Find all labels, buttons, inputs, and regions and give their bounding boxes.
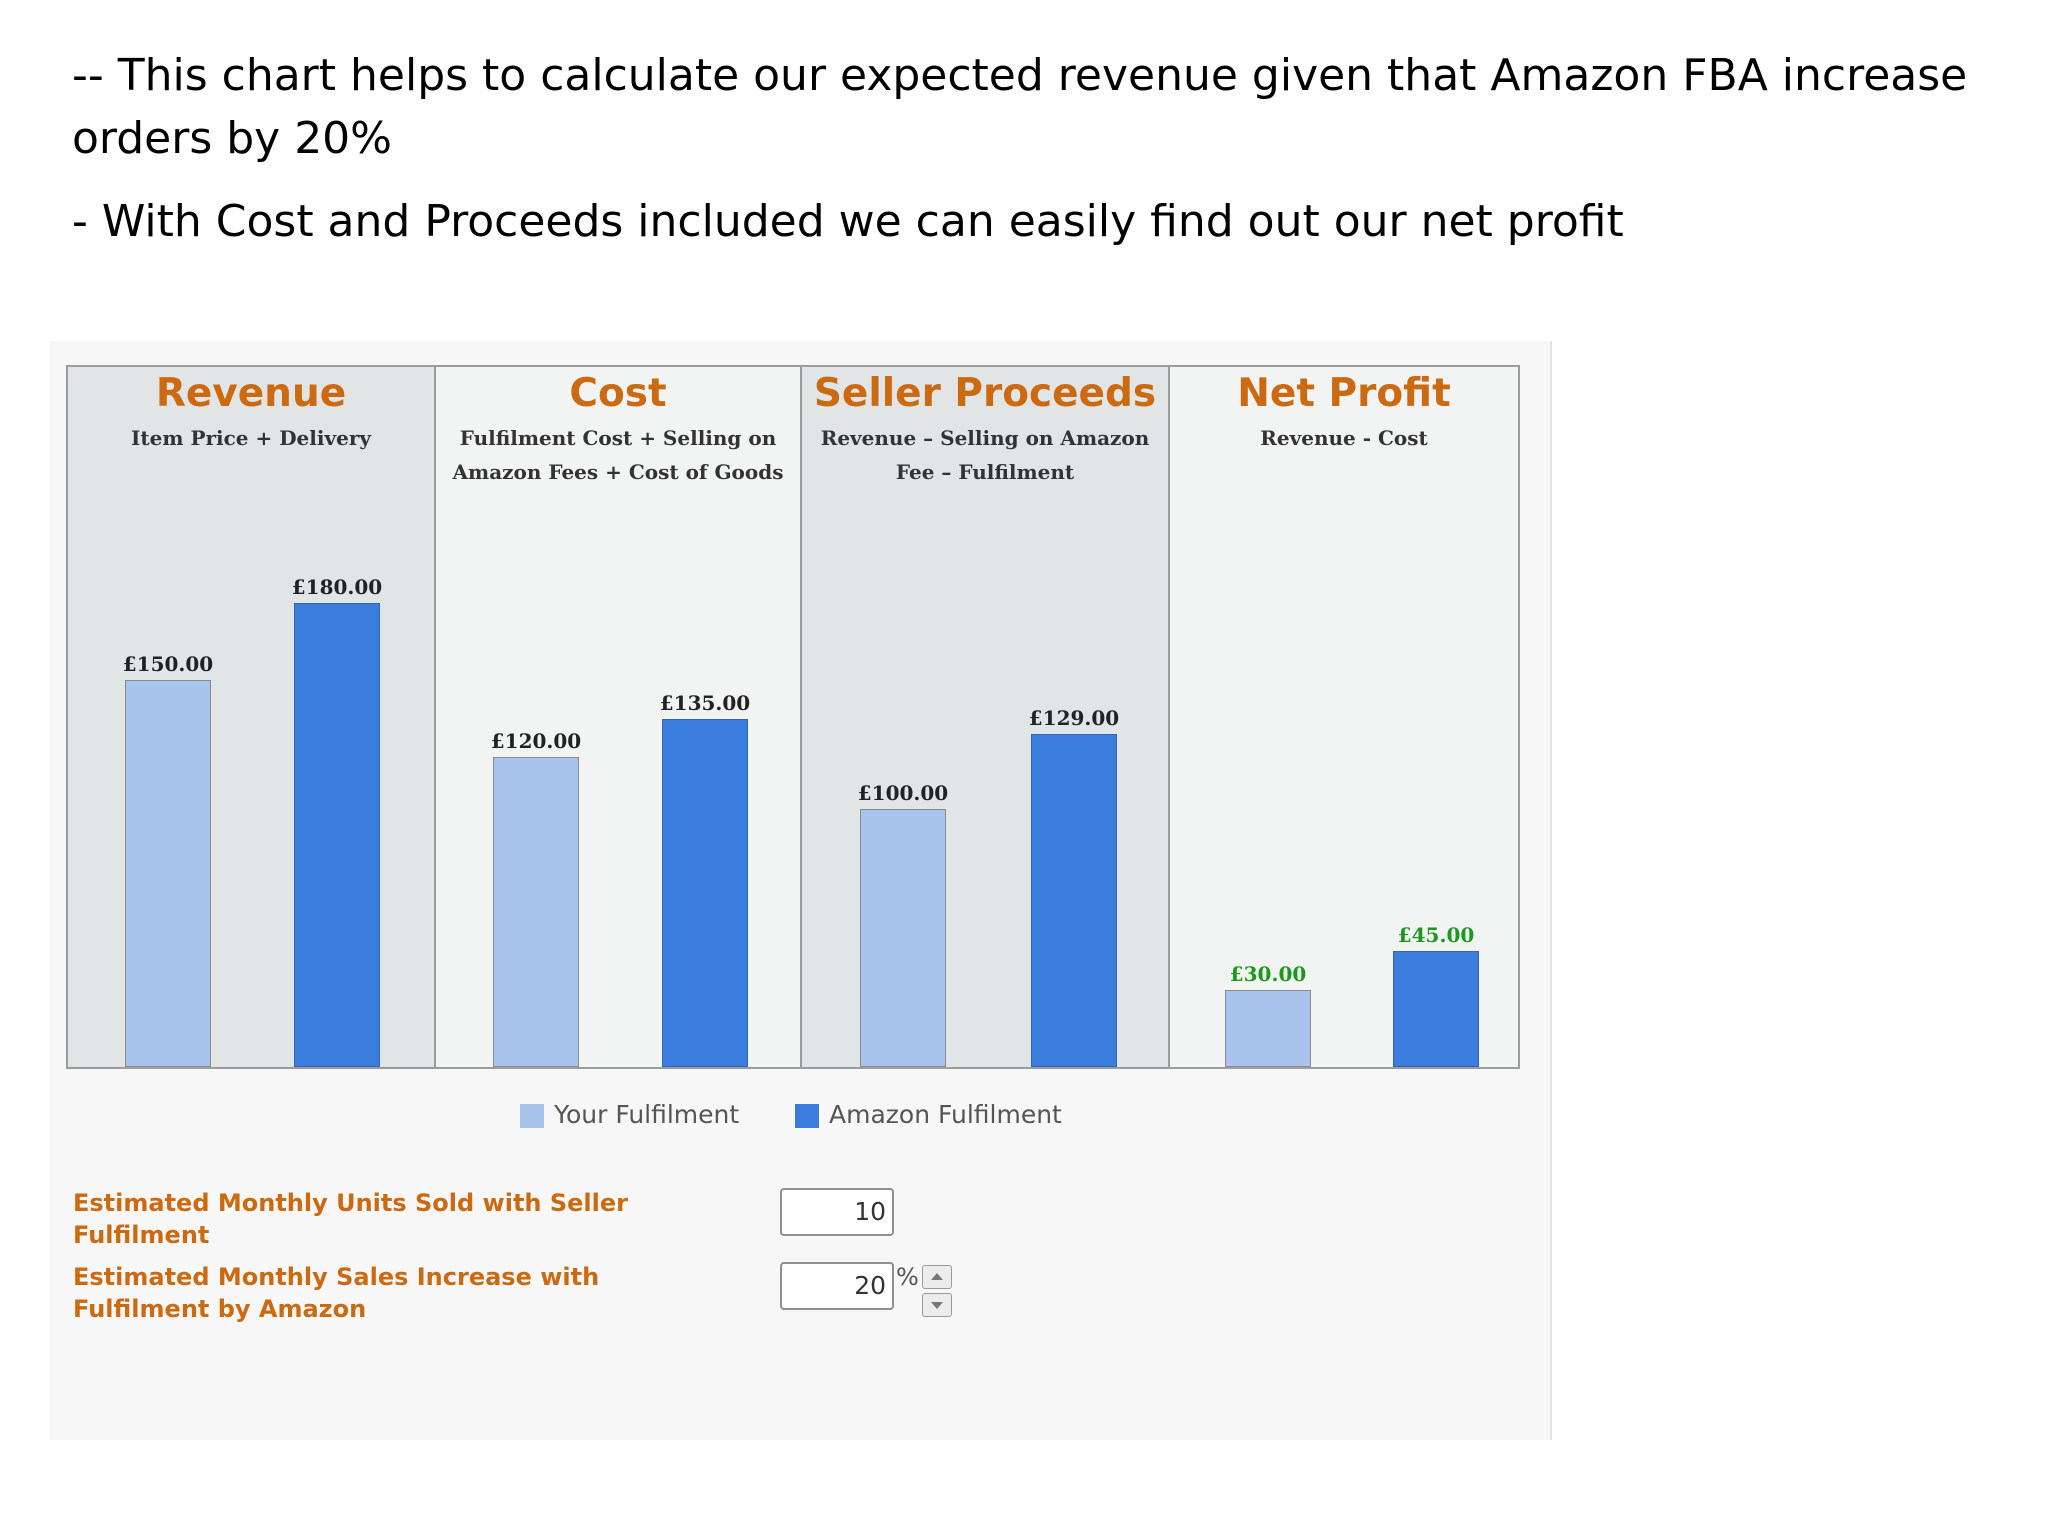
- section-seller-proceeds: Seller Proceeds Revenue – Selling on Amaz…: [800, 367, 1168, 1067]
- section-title-net-profit: Net Profit: [1237, 371, 1451, 416]
- slide-notes: -- This chart helps to calculate our exp…: [72, 44, 1972, 253]
- section-subtitle-seller-proceeds: Revenue – Selling on Amazon Fee – Fulfil…: [820, 426, 1150, 484]
- section-title-cost: Cost: [569, 371, 667, 416]
- bar-net-profit-your-fulfilment: [1225, 989, 1311, 1067]
- fba-calculator-panel: Revenue Item Price + Delivery £150.00 £180.…: [50, 341, 1552, 1440]
- value-label-net-profit-your-fulfilment: £30.00: [1229, 961, 1307, 986]
- bar-seller-proceeds-your-fulfilment: [860, 809, 946, 1067]
- arrow-up-icon: [931, 1273, 943, 1280]
- sales-increase-input[interactable]: 20: [780, 1262, 894, 1310]
- legend-swatch-your-fulfilment: [520, 1104, 544, 1128]
- section-title-seller-proceeds: Seller Proceeds: [813, 371, 1157, 416]
- sales-increase-label: Estimated Monthly Sales Increase with Fu…: [73, 1263, 600, 1323]
- legend-label-amazon-fulfilment: Amazon Fulfilment: [829, 1100, 1062, 1129]
- bar-net-profit-amazon-fulfilment: [1393, 950, 1479, 1067]
- value-label-seller-proceeds-amazon-fulfilment: £129.00: [1028, 706, 1120, 731]
- bar-revenue-your-fulfilment: [125, 680, 211, 1067]
- value-label-cost-amazon-fulfilment: £135.00: [659, 690, 751, 715]
- bar-seller-proceeds-amazon-fulfilment: [1031, 734, 1117, 1067]
- decrement-button[interactable]: [922, 1293, 952, 1317]
- legend-swatch-amazon-fulfilment: [795, 1104, 819, 1128]
- increment-button[interactable]: [922, 1265, 952, 1289]
- value-label-net-profit-amazon-fulfilment: £45.00: [1397, 922, 1475, 947]
- section-subtitle-revenue: Item Price + Delivery: [131, 426, 371, 450]
- value-label-revenue-your-fulfilment: £150.00: [122, 652, 214, 676]
- units-sold-input[interactable]: 10: [780, 1188, 894, 1236]
- units-sold-label: Estimated Monthly Units Sold with Seller…: [73, 1189, 628, 1249]
- section-subtitle-cost: Fulfilment Cost + Selling on Amazon Fees…: [452, 426, 784, 484]
- section-title-revenue: Revenue: [155, 371, 347, 416]
- comparison-bar-chart: Revenue Item Price + Delivery £150.00 £180.…: [66, 365, 1520, 1069]
- bar-revenue-amazon-fulfilment: [294, 602, 380, 1067]
- value-label-cost-your-fulfilment: £120.00: [490, 729, 582, 754]
- section-subtitle-net-profit: Revenue - Cost: [1260, 426, 1428, 450]
- section-cost: Cost Fulfilment Cost + Selling on Amazon …: [434, 367, 800, 1067]
- arrow-down-icon: [931, 1302, 943, 1309]
- value-label-seller-proceeds-your-fulfilment: £100.00: [857, 781, 949, 805]
- percent-sign: %: [896, 1263, 919, 1291]
- note-line-2: - With Cost and Proceeds included we can…: [72, 196, 1624, 247]
- bar-cost-your-fulfilment: [493, 757, 579, 1067]
- value-label-revenue-amazon-fulfilment: £180.00: [291, 574, 383, 599]
- section-revenue: Revenue Item Price + Delivery £150.00 £180.…: [68, 367, 434, 1067]
- legend-label-your-fulfilment: Your Fulfilment: [554, 1100, 740, 1129]
- section-net-profit: Net Profit Revenue - Cost £30.00 £45.00: [1168, 367, 1518, 1067]
- bar-cost-amazon-fulfilment: [662, 718, 748, 1067]
- note-line-1: -- This chart helps to calculate our exp…: [72, 50, 1968, 164]
